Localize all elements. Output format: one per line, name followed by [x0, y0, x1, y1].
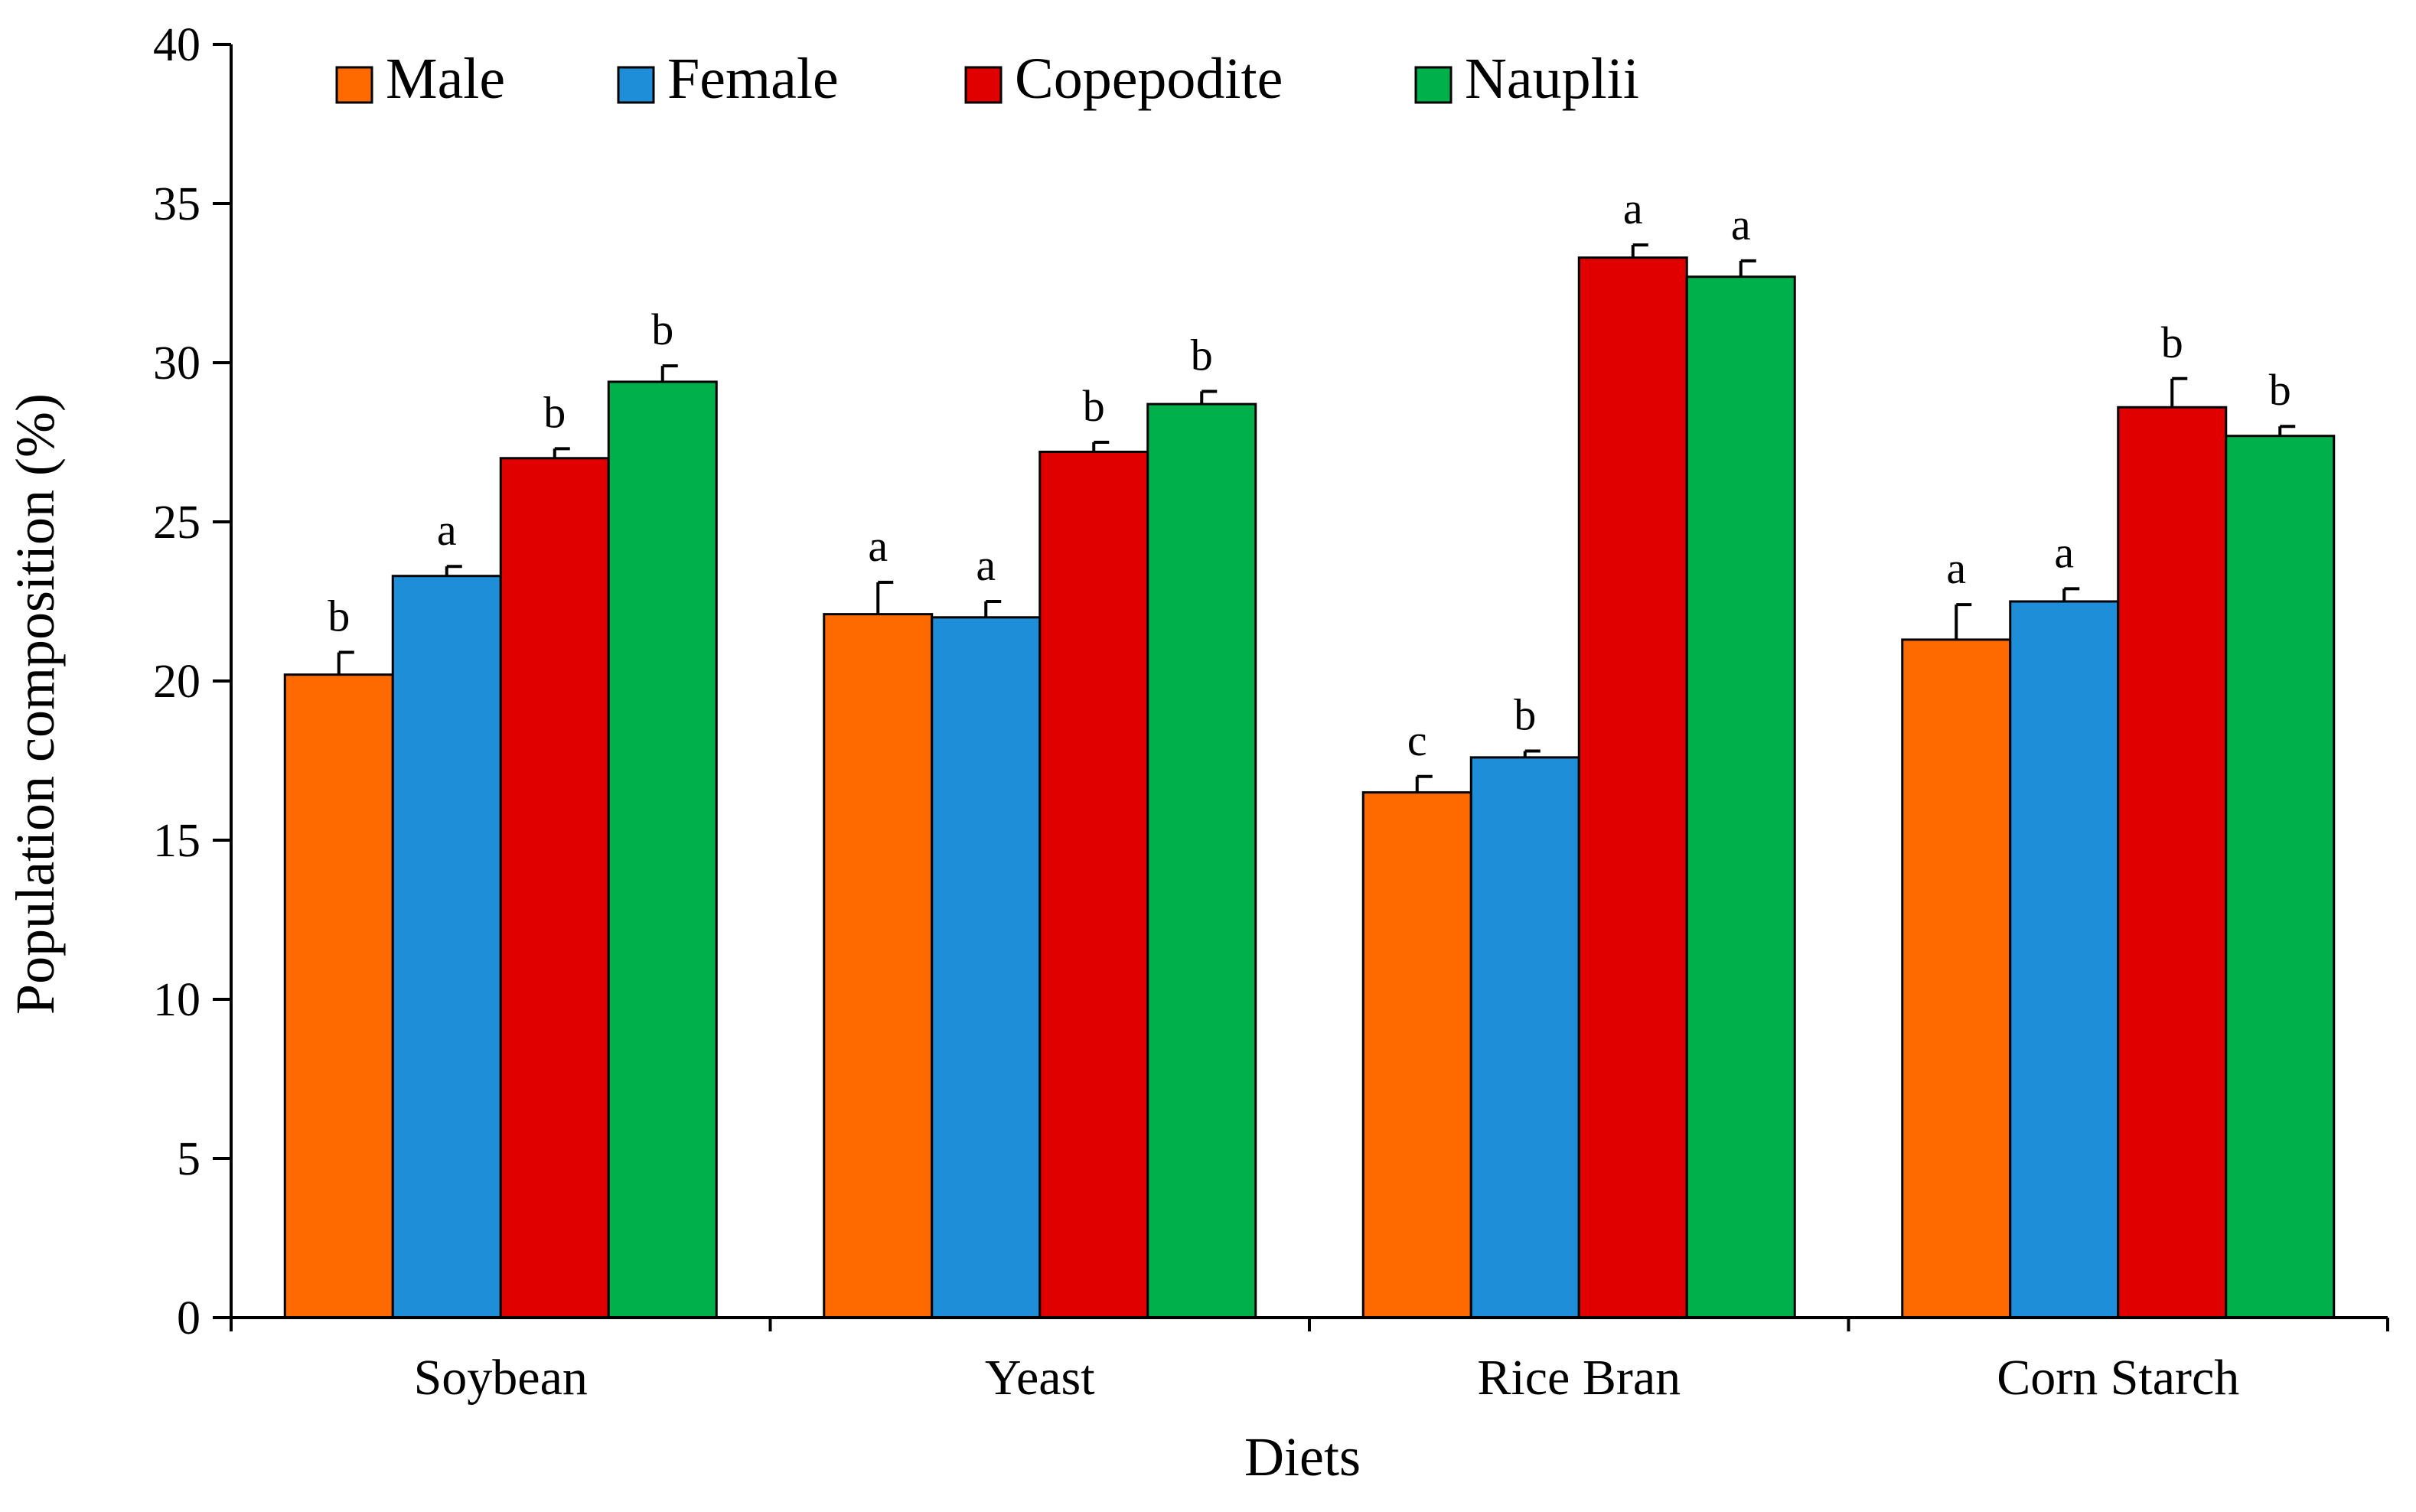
- y-tick-label: 40: [153, 19, 201, 71]
- x-tick-label: Corn Starch: [1997, 1350, 2239, 1406]
- bar: [1577, 256, 1688, 1319]
- y-tick-label: 10: [153, 974, 201, 1026]
- x-tick-label: Rice Bran: [1477, 1350, 1681, 1406]
- bar: [1038, 450, 1149, 1319]
- bar: [823, 613, 934, 1319]
- bar: [931, 616, 1042, 1319]
- y-tick-label: 0: [177, 1292, 201, 1344]
- bar: [499, 457, 610, 1319]
- legend-swatch: [617, 66, 655, 104]
- significance-label: a: [976, 540, 996, 590]
- significance-label: a: [1946, 543, 1966, 593]
- y-axis-title: Population composition (%): [5, 393, 66, 1015]
- legend-swatch: [335, 66, 373, 104]
- bar: [1146, 402, 1257, 1319]
- x-tick-label: Yeast: [985, 1350, 1095, 1406]
- significance-label: b: [1514, 690, 1536, 740]
- legend-label: Nauplii: [1465, 47, 1639, 111]
- y-tick-label: 5: [177, 1133, 201, 1185]
- bar: [1685, 275, 1796, 1319]
- bar: [1469, 756, 1580, 1319]
- significance-label: a: [868, 521, 888, 571]
- significance-label: b: [1191, 330, 1213, 380]
- significance-label: b: [1083, 381, 1105, 431]
- legend-label: Male: [386, 47, 505, 111]
- y-tick-label: 35: [153, 178, 201, 230]
- y-tick-label: 25: [153, 497, 201, 549]
- bars-layer: b a c a a a b a b b a b b b a b: [283, 184, 2336, 1319]
- bar: [283, 673, 394, 1319]
- significance-label: b: [2269, 365, 2291, 415]
- legend: Male Female Copepodite Nauplii: [335, 47, 1639, 111]
- bar: [1901, 638, 2012, 1319]
- significance-label: c: [1407, 715, 1427, 765]
- legend-swatch: [1414, 66, 1453, 104]
- significance-label: b: [543, 387, 566, 437]
- significance-label: a: [2054, 527, 2074, 577]
- significance-label: a: [1623, 184, 1643, 233]
- bar: [1361, 791, 1472, 1319]
- significance-label: b: [328, 591, 350, 641]
- bar: [607, 380, 718, 1319]
- legend-label: Female: [667, 47, 839, 111]
- x-axis-title: Diets: [1244, 1426, 1361, 1488]
- significance-label: b: [2161, 318, 2183, 367]
- bar: [391, 575, 502, 1319]
- significance-label: a: [1731, 200, 1751, 249]
- axes-layer: 0 5 10 15 20 25 30 35 40 Soybean Yeast Rice Bran Cor…: [153, 19, 2389, 1406]
- bar: [2117, 406, 2228, 1319]
- y-tick-label: 20: [153, 656, 201, 708]
- y-tick-label: 30: [153, 337, 201, 389]
- bar: [2225, 435, 2336, 1319]
- significance-label: a: [437, 505, 457, 555]
- y-tick-label: 15: [153, 815, 201, 867]
- legend-swatch: [964, 66, 1003, 104]
- legend-label: Copepodite: [1015, 47, 1283, 111]
- significance-label: b: [651, 305, 673, 354]
- x-tick-label: Soybean: [414, 1350, 588, 1406]
- bar: [2009, 600, 2120, 1319]
